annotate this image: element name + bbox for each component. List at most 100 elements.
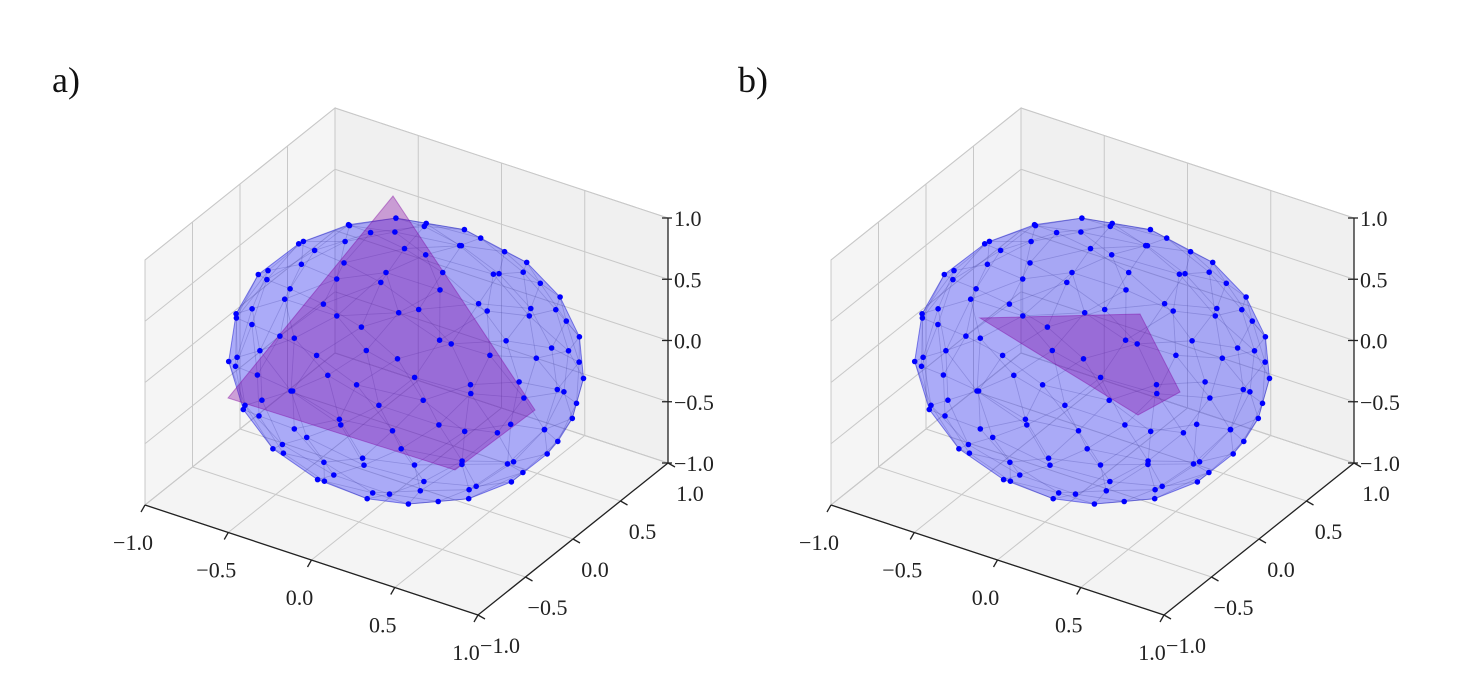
mesh-edge xyxy=(424,226,462,247)
data-point xyxy=(573,400,580,407)
mesh-edge xyxy=(442,272,479,304)
mesh-edge xyxy=(336,272,387,317)
data-point xyxy=(942,413,948,419)
mesh-edge xyxy=(333,474,390,495)
mesh-edge xyxy=(1232,418,1259,455)
mesh-edge xyxy=(498,273,532,309)
mesh-edge xyxy=(1183,397,1211,434)
mesh-edge xyxy=(1172,274,1180,312)
mesh-edge xyxy=(324,480,368,500)
data-point xyxy=(1145,461,1151,468)
grid-line xyxy=(830,168,1022,322)
mesh-edge xyxy=(314,250,345,264)
mesh-edge xyxy=(398,312,440,341)
mesh-edge xyxy=(1109,384,1157,401)
data-point xyxy=(405,501,412,507)
data-point xyxy=(1064,279,1070,286)
mesh-edge xyxy=(1164,303,1217,309)
data-point xyxy=(325,372,331,379)
data-point xyxy=(477,235,484,241)
mesh-edge xyxy=(1225,283,1253,322)
mesh-edge xyxy=(366,312,399,351)
mesh-edge xyxy=(1081,217,1151,231)
mesh-edge xyxy=(476,481,512,487)
mesh-edge xyxy=(1049,464,1111,482)
mesh-edge xyxy=(945,350,949,401)
mesh-edge xyxy=(1002,355,1043,386)
mesh-edge xyxy=(426,223,465,231)
data-point xyxy=(467,381,474,388)
mesh-edge xyxy=(367,493,390,500)
mesh-edge xyxy=(1075,493,1125,502)
data-point xyxy=(1047,462,1053,469)
data-point xyxy=(1163,235,1170,241)
mesh-edge xyxy=(965,288,977,337)
mesh-edge xyxy=(486,274,494,312)
mesh-edge xyxy=(1013,350,1053,376)
grid-line xyxy=(1020,230,1355,341)
mesh-edge xyxy=(1109,481,1163,487)
triangle-highlight xyxy=(978,313,1181,416)
mesh-edge xyxy=(1022,241,1032,280)
mesh-edge xyxy=(523,391,564,399)
mesh-edge xyxy=(987,263,1023,280)
mesh-edge xyxy=(513,429,545,463)
data-point xyxy=(1103,488,1110,494)
data-point xyxy=(420,397,427,404)
mesh-edge xyxy=(1100,377,1157,394)
mesh-edge xyxy=(976,338,981,392)
mesh-edge xyxy=(439,339,491,356)
mesh-edge xyxy=(497,397,525,434)
mesh-edge xyxy=(944,243,985,275)
mesh-edge xyxy=(414,464,421,491)
data-point xyxy=(1017,472,1023,478)
mesh-edge xyxy=(1019,474,1076,495)
mesh-edge xyxy=(290,338,295,392)
mesh-edge xyxy=(340,404,380,426)
mesh-edge xyxy=(258,415,284,454)
mesh-edge xyxy=(418,272,444,310)
mesh-edge xyxy=(461,432,498,462)
data-point xyxy=(1247,389,1253,395)
mesh-edge xyxy=(522,441,559,473)
mesh-edge xyxy=(266,279,291,290)
mesh-edge xyxy=(1192,340,1238,349)
data-point xyxy=(321,478,328,485)
mesh-edge xyxy=(394,231,426,256)
x-tick xyxy=(223,532,229,540)
mesh-edge xyxy=(316,355,357,386)
data-point xyxy=(1262,359,1268,365)
mesh-edge xyxy=(470,355,491,394)
data-point xyxy=(553,306,559,313)
data-point xyxy=(526,313,533,319)
mesh-edge xyxy=(324,480,373,494)
mesh-edge xyxy=(987,241,1032,265)
x-tick-label: 0.0 xyxy=(286,585,314,610)
data-point xyxy=(986,238,993,245)
mesh-edge xyxy=(1156,393,1184,433)
grid-line xyxy=(144,168,336,322)
mesh-edge xyxy=(323,462,325,482)
data-point xyxy=(401,245,408,252)
data-point xyxy=(342,238,348,245)
mesh-edge xyxy=(468,472,524,500)
data-point xyxy=(1097,374,1104,381)
mesh-edge xyxy=(1025,384,1043,420)
mesh-edge xyxy=(306,437,335,476)
mesh-edge xyxy=(404,245,462,249)
data-point xyxy=(415,306,422,313)
z-tick-label: 0.5 xyxy=(674,267,702,292)
mesh-edge xyxy=(1150,229,1191,253)
mesh-edge xyxy=(1125,289,1174,312)
mesh-edge xyxy=(1100,463,1148,466)
mesh-edge xyxy=(1029,248,1091,264)
mesh-edge xyxy=(486,310,491,356)
z-tick-label: 1.0 xyxy=(1360,206,1388,231)
mesh-edge xyxy=(397,358,424,401)
mesh-edge xyxy=(418,309,452,345)
mesh-edge xyxy=(258,415,295,430)
data-point xyxy=(1084,446,1090,452)
data-point xyxy=(1079,215,1085,221)
data-point xyxy=(1262,334,1269,340)
mesh-edge xyxy=(557,389,577,404)
